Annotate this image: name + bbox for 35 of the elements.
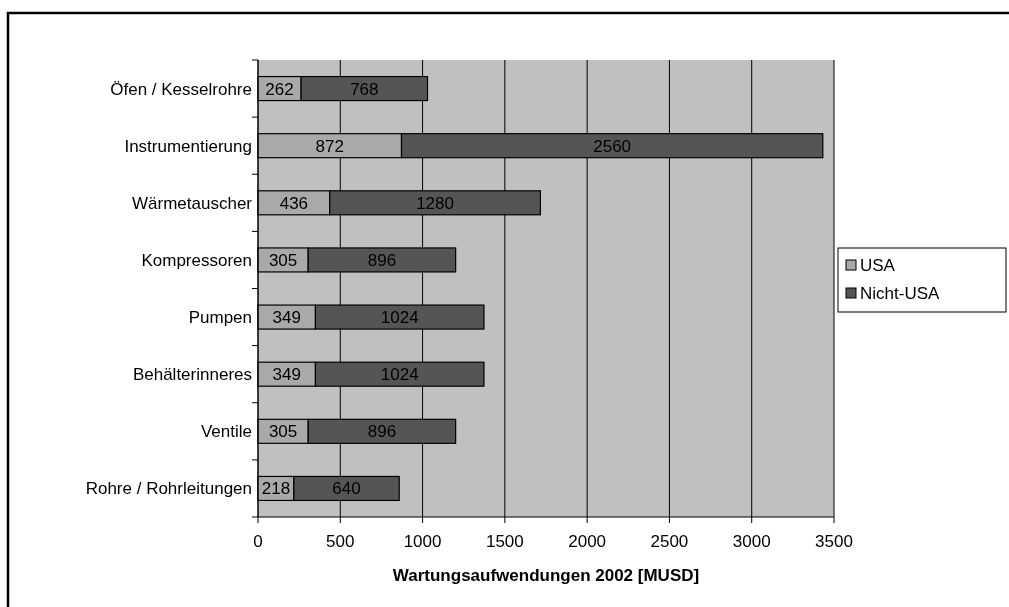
y-tick-label: Wärmetauscher bbox=[132, 193, 253, 213]
y-tick-label: Behälterinneres bbox=[132, 365, 252, 385]
data-label: 262 bbox=[265, 79, 294, 99]
y-tick-label: Instrumentierung bbox=[124, 136, 252, 156]
data-label: 872 bbox=[315, 136, 344, 156]
x-tick-label: 2000 bbox=[568, 532, 607, 551]
x-tick-label: 1000 bbox=[403, 532, 442, 551]
data-label: 1024 bbox=[380, 365, 419, 385]
data-label: 1024 bbox=[380, 308, 419, 328]
legend-label: Nicht-USA bbox=[860, 283, 941, 303]
data-label: 218 bbox=[261, 479, 291, 499]
x-tick-label: 0 bbox=[253, 532, 263, 551]
legend-label: USA bbox=[860, 255, 896, 275]
x-tick-label: 500 bbox=[326, 532, 355, 551]
y-tick-label: Kompressoren bbox=[141, 250, 252, 270]
y-tick-label: Öfen / Kesselrohre bbox=[110, 79, 252, 99]
data-label: 349 bbox=[272, 365, 301, 385]
data-label: 640 bbox=[332, 479, 361, 499]
x-tick-label: 1500 bbox=[485, 532, 524, 551]
x-tick-label: 3500 bbox=[815, 532, 853, 551]
data-label: 2560 bbox=[593, 136, 632, 156]
data-label: 349 bbox=[272, 308, 301, 328]
data-label: 896 bbox=[367, 422, 397, 442]
data-label: 436 bbox=[279, 193, 309, 213]
y-tick-label: Pumpen bbox=[188, 308, 252, 328]
data-label: 305 bbox=[268, 422, 298, 442]
x-axis-title: Wartungsaufwendungen 2002 [MUSD] bbox=[392, 566, 700, 585]
data-label: 305 bbox=[268, 250, 298, 270]
x-tick-label: 3000 bbox=[732, 532, 771, 551]
data-label: 896 bbox=[367, 250, 397, 270]
y-tick-label: Rohre / Rohrleitungen bbox=[85, 479, 252, 499]
data-label: 1280 bbox=[416, 193, 454, 213]
data-label: 768 bbox=[350, 79, 379, 99]
y-tick-label: Ventile bbox=[200, 422, 252, 442]
x-tick-label: 2500 bbox=[650, 532, 689, 551]
